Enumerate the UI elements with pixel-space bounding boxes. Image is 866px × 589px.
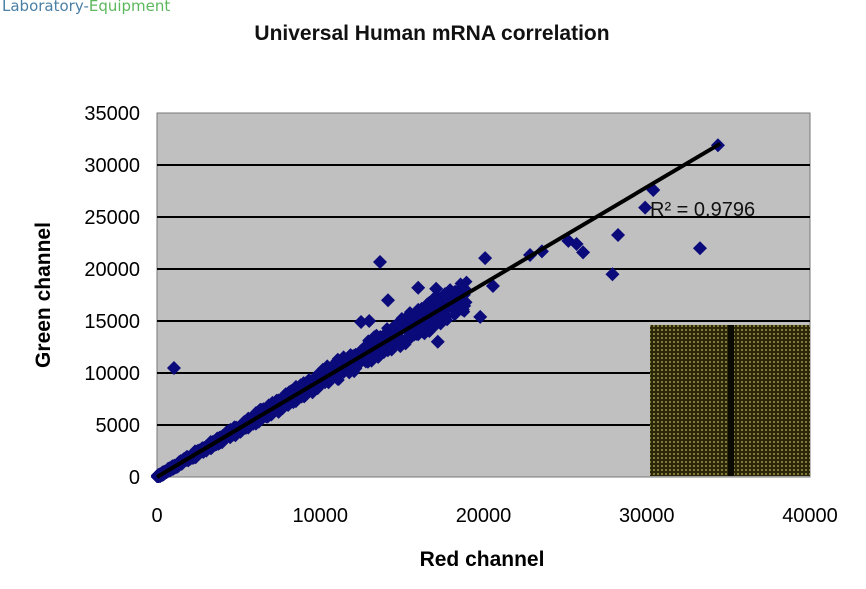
data-point bbox=[460, 275, 473, 288]
y-tick-label: 30000 bbox=[84, 155, 140, 177]
y-tick-label: 0 bbox=[129, 467, 140, 489]
x-tick-label: 20000 bbox=[456, 505, 512, 527]
x-axis-label: Red channel bbox=[420, 548, 545, 571]
x-tick-label: 40000 bbox=[782, 505, 838, 527]
data-point bbox=[576, 245, 591, 260]
data-point bbox=[638, 200, 653, 215]
y-tick-label: 35000 bbox=[84, 103, 140, 125]
data-point bbox=[166, 361, 181, 376]
chart-title: Universal Human mRNA correlation bbox=[254, 22, 609, 45]
data-point bbox=[439, 312, 452, 325]
y-tick-label: 20000 bbox=[84, 259, 140, 281]
y-tick-label: 25000 bbox=[84, 207, 140, 229]
y-tick-label: 5000 bbox=[96, 415, 141, 437]
data-point bbox=[411, 280, 426, 295]
data-point bbox=[473, 309, 488, 324]
data-point bbox=[605, 267, 620, 282]
data-point bbox=[399, 333, 412, 346]
data-point bbox=[692, 241, 707, 256]
y-axis-label: Green channel bbox=[32, 222, 55, 368]
watermark: Laboratory-Equipment bbox=[2, 0, 170, 15]
data-point bbox=[394, 341, 407, 354]
data-point bbox=[354, 315, 369, 330]
data-point bbox=[569, 237, 584, 252]
watermark-part2: Equipment bbox=[88, 0, 171, 15]
y-tick-label: 15000 bbox=[84, 311, 140, 333]
watermark-part1: Laboratory- bbox=[2, 0, 89, 15]
data-point bbox=[368, 333, 381, 346]
data-point bbox=[478, 251, 493, 266]
data-point bbox=[429, 281, 444, 296]
data-point bbox=[380, 293, 395, 308]
data-point bbox=[460, 296, 473, 309]
data-point bbox=[350, 362, 363, 375]
data-point bbox=[448, 309, 461, 322]
data-point bbox=[372, 255, 387, 270]
data-point bbox=[390, 318, 403, 331]
data-point bbox=[361, 354, 374, 367]
y-tick-label: 10000 bbox=[84, 363, 140, 385]
data-point bbox=[430, 334, 445, 349]
data-point bbox=[611, 227, 626, 242]
data-point bbox=[413, 323, 426, 336]
data-point bbox=[421, 297, 434, 310]
data-point bbox=[362, 314, 377, 328]
x-tick-label: 0 bbox=[151, 505, 162, 527]
r-squared-label: R² = 0.9796 bbox=[650, 199, 755, 221]
x-tick-label: 30000 bbox=[619, 505, 675, 527]
trendline bbox=[155, 141, 722, 479]
microarray-inset bbox=[650, 325, 810, 476]
x-tick-label: 10000 bbox=[292, 505, 348, 527]
